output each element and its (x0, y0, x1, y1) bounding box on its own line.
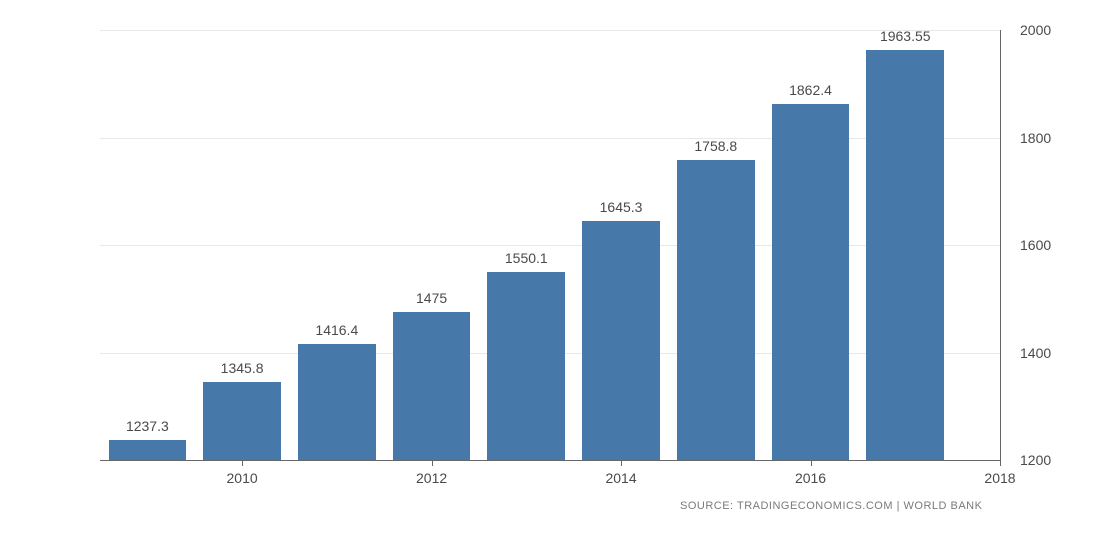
y-axis-tick-label: 1200 (1020, 452, 1051, 468)
x-axis-tick-mark (1000, 460, 1001, 466)
chart-bar (677, 160, 755, 460)
bar-value-label: 1345.8 (221, 360, 264, 376)
chart-bar (393, 312, 471, 460)
y-axis-tick-label: 1600 (1020, 237, 1051, 253)
x-axis-tick-label: 2016 (795, 470, 826, 486)
chart-container: 1200 1400 1600 1800 2000 2010 2012 2014 2016 2018… (0, 0, 1093, 537)
x-axis-tick-mark (811, 460, 812, 466)
bar-value-label: 1550.1 (505, 250, 548, 266)
chart-bar (109, 440, 187, 460)
bar-value-label: 1963.55 (880, 28, 931, 44)
gridline (100, 30, 1000, 31)
bar-value-label: 1237.3 (126, 418, 169, 434)
bar-value-label: 1862.4 (789, 82, 832, 98)
chart-bar (203, 382, 281, 460)
x-axis-tick-label: 2012 (416, 470, 447, 486)
gridline (100, 245, 1000, 246)
x-axis-tick-mark (432, 460, 433, 466)
chart-source-attribution: SOURCE: TRADINGECONOMICS.COM | WORLD BAN… (680, 500, 982, 512)
bar-value-label: 1758.8 (694, 138, 737, 154)
bar-value-label: 1475 (416, 290, 447, 306)
x-axis-tick-label: 2014 (605, 470, 636, 486)
chart-bar (866, 50, 944, 460)
plot-area: 1200140016001800200020102012201420162018… (100, 30, 1000, 460)
chart-bar (582, 221, 660, 460)
x-axis-tick-label: 2018 (984, 470, 1015, 486)
chart-bar (298, 344, 376, 460)
gridline (100, 138, 1000, 139)
x-axis-tick-mark (242, 460, 243, 466)
gridline (100, 460, 1000, 461)
x-axis-tick-mark (621, 460, 622, 466)
bar-value-label: 1645.3 (600, 199, 643, 215)
y-axis-tick-label: 1400 (1020, 345, 1051, 361)
y-axis-tick-label: 1800 (1020, 130, 1051, 146)
y-axis-tick-label: 2000 (1020, 22, 1051, 38)
chart-bar (772, 104, 850, 460)
bar-value-label: 1416.4 (315, 322, 358, 338)
chart-bar (487, 272, 565, 460)
y-axis-line (1000, 30, 1001, 460)
x-axis-tick-label: 2010 (227, 470, 258, 486)
